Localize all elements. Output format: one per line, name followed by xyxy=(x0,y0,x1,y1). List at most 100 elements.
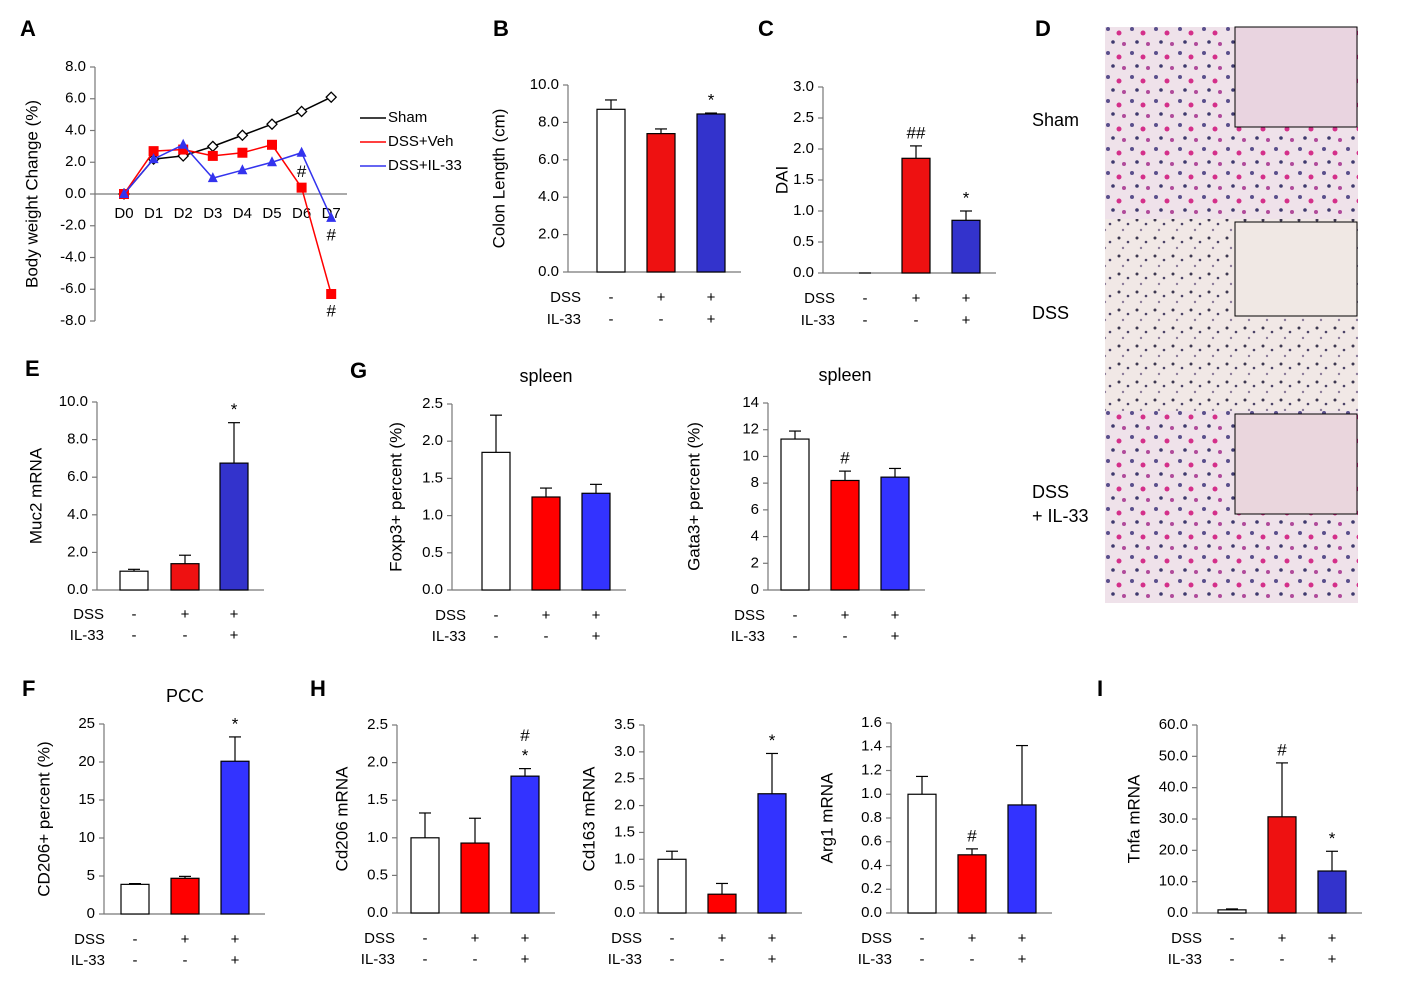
condition-label: DSS xyxy=(73,606,104,623)
bar xyxy=(757,793,787,914)
y-tick-label: 12 xyxy=(742,421,759,438)
condition-sign: + xyxy=(592,607,601,624)
y-tick-label: 0.0 xyxy=(614,904,635,921)
y-tick-label: 1.4 xyxy=(861,738,882,755)
condition-label: DSS xyxy=(74,931,105,948)
y-tick-label: 2.0 xyxy=(422,432,443,449)
panel-letter: F xyxy=(22,676,35,701)
y-tick-label: 0 xyxy=(87,905,95,922)
bar xyxy=(780,438,810,591)
condition-sign: + xyxy=(230,627,239,644)
condition-sign: - xyxy=(1280,951,1285,968)
annotation: * xyxy=(231,400,238,419)
condition-label: DSS xyxy=(861,930,892,947)
y-axis-label: Cd206 mRNA xyxy=(332,766,351,872)
y-axis-label: Tnfa mRNA xyxy=(1124,774,1143,863)
condition-sign: - xyxy=(970,951,975,968)
point xyxy=(267,139,277,150)
point xyxy=(296,146,307,157)
y-tick-label: 1.0 xyxy=(422,507,443,524)
point xyxy=(295,105,308,118)
y-tick-label: 1.6 xyxy=(861,714,882,731)
annotation: # xyxy=(520,726,530,745)
bar xyxy=(1317,870,1347,914)
y-tick-label: 15 xyxy=(78,791,95,808)
condition-sign: - xyxy=(659,311,664,328)
condition-label: DSS xyxy=(804,290,835,307)
point xyxy=(296,182,307,193)
chart-title: spleen xyxy=(818,365,871,385)
bar xyxy=(596,108,626,273)
y-tick-label: 4.0 xyxy=(65,121,86,138)
legend-label: Sham xyxy=(388,109,427,126)
condition-sign: + xyxy=(962,312,971,329)
bar xyxy=(830,479,860,591)
condition-sign: + xyxy=(1278,930,1287,947)
condition-sign: - xyxy=(1230,930,1235,947)
condition-label: DSS xyxy=(550,289,581,306)
condition-sign: - xyxy=(609,289,614,306)
condition-label: IL-33 xyxy=(432,628,466,645)
point xyxy=(325,91,338,104)
y-tick-label: 1.0 xyxy=(614,850,635,867)
point xyxy=(237,164,248,175)
y-tick-label: 60.0 xyxy=(1159,716,1188,733)
condition-label: IL-33 xyxy=(1168,951,1202,968)
annotation: * xyxy=(232,714,239,733)
condition-sign: - xyxy=(793,607,798,624)
point xyxy=(207,150,218,161)
condition-label: IL-33 xyxy=(858,951,892,968)
y-axis-label: Arg1 mRNA xyxy=(817,772,836,863)
condition-sign: - xyxy=(843,628,848,645)
bar xyxy=(170,563,200,591)
annotation: * xyxy=(769,731,776,750)
annotation: * xyxy=(1329,829,1336,848)
condition-label: IL-33 xyxy=(801,312,835,329)
panel-letter: E xyxy=(25,356,40,381)
y-tick-label: 0.5 xyxy=(367,866,388,883)
bar xyxy=(1007,804,1037,914)
condition-sign: + xyxy=(841,607,850,624)
y-tick-label: 8.0 xyxy=(538,113,559,130)
bar xyxy=(901,157,931,274)
bar xyxy=(581,492,611,591)
bar xyxy=(119,570,149,591)
y-tick-label: 2.5 xyxy=(422,395,443,412)
y-tick-label: 8.0 xyxy=(65,58,86,75)
y-tick-label: 2.0 xyxy=(538,226,559,243)
bar xyxy=(410,837,440,914)
inset xyxy=(1234,413,1358,515)
y-tick-label: -2.0 xyxy=(60,217,86,234)
condition-sign: + xyxy=(912,290,921,307)
condition-sign: + xyxy=(231,931,240,948)
bar xyxy=(120,883,150,915)
condition-label: DSS xyxy=(435,607,466,624)
condition-sign: - xyxy=(863,290,868,307)
condition-label: DSS xyxy=(611,930,642,947)
condition-sign: + xyxy=(891,607,900,624)
y-tick-label: 0.5 xyxy=(614,877,635,894)
bar xyxy=(510,775,540,914)
panel-letter: G xyxy=(350,358,367,383)
condition-sign: - xyxy=(423,930,428,947)
x-tick-label: D1 xyxy=(144,205,163,222)
y-tick-label: 0.0 xyxy=(67,581,88,598)
condition-sign: - xyxy=(914,312,919,329)
chart-title: spleen xyxy=(519,366,572,386)
bar xyxy=(481,451,511,591)
point xyxy=(178,138,189,149)
condition-label: DSS xyxy=(1171,930,1202,947)
y-tick-label: 8.0 xyxy=(67,431,88,448)
y-tick-label: 20.0 xyxy=(1159,841,1188,858)
condition-sign: + xyxy=(707,289,716,306)
y-tick-label: 0.0 xyxy=(367,904,388,921)
condition-sign: + xyxy=(181,606,190,623)
annotation: # xyxy=(297,162,307,181)
y-tick-label: 14 xyxy=(742,394,759,411)
condition-sign: + xyxy=(718,930,727,947)
y-tick-label: 3.0 xyxy=(793,78,814,95)
y-tick-label: 4 xyxy=(751,528,759,545)
x-tick-label: D6 xyxy=(292,205,311,222)
x-tick-label: D3 xyxy=(203,205,222,222)
